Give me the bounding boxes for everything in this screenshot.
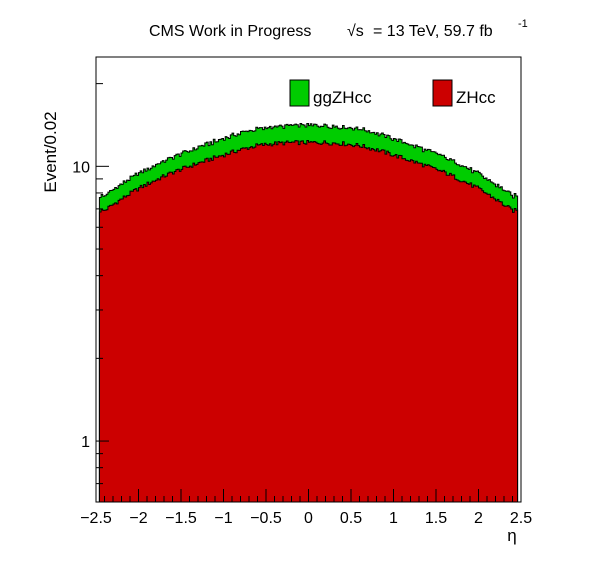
x-axis-label: η [507, 526, 516, 545]
legend: ggZHcc ZHcc [289, 79, 496, 107]
x-tick-label: 2 [474, 510, 483, 527]
series-ggZHcc-outline [98, 122, 519, 502]
y-tick-label: 1 [81, 434, 90, 451]
y-axis-label: Event/0.02 [41, 111, 60, 192]
chart-title-experiment: CMS Work in Progress [149, 23, 311, 40]
y-tick-label: 10 [72, 159, 90, 176]
x-tick-label: −2 [129, 510, 147, 527]
chart-title-lumi-exponent: -1 [518, 18, 528, 30]
x-tick-label: 2.5 [510, 510, 532, 527]
x-tick-label: 0 [304, 510, 313, 527]
x-tick-label: 0.5 [340, 510, 362, 527]
x-tick-label: 1 [389, 510, 398, 527]
legend-swatch-ggZHcc [289, 79, 310, 107]
chart-title-energy-lumi: = 13 TeV, 59.7 fb [373, 23, 493, 40]
x-axis: −2.5 −2 −1.5 −1 −0.5 0 0.5 1 1.5 2 2.5 [80, 489, 532, 527]
x-tick-label: −1 [214, 510, 232, 527]
series-ZHcc-bars [99, 140, 518, 503]
x-tick-label: 1.5 [425, 510, 447, 527]
x-tick-label: −0.5 [250, 510, 282, 527]
x-tick-label: −2.5 [80, 510, 112, 527]
plot-area [98, 122, 519, 503]
x-tick-label: −1.5 [165, 510, 197, 527]
legend-swatch-ZHcc [432, 79, 453, 107]
series-ZHcc-outline [98, 139, 519, 502]
legend-label-ggZHcc: ggZHcc [313, 88, 372, 107]
chart-title-sqrt-s: √s [347, 23, 364, 40]
y-axis: 1 10 [72, 83, 109, 503]
series-ZHcc [99, 140, 518, 503]
legend-label-ZHcc: ZHcc [456, 88, 496, 107]
